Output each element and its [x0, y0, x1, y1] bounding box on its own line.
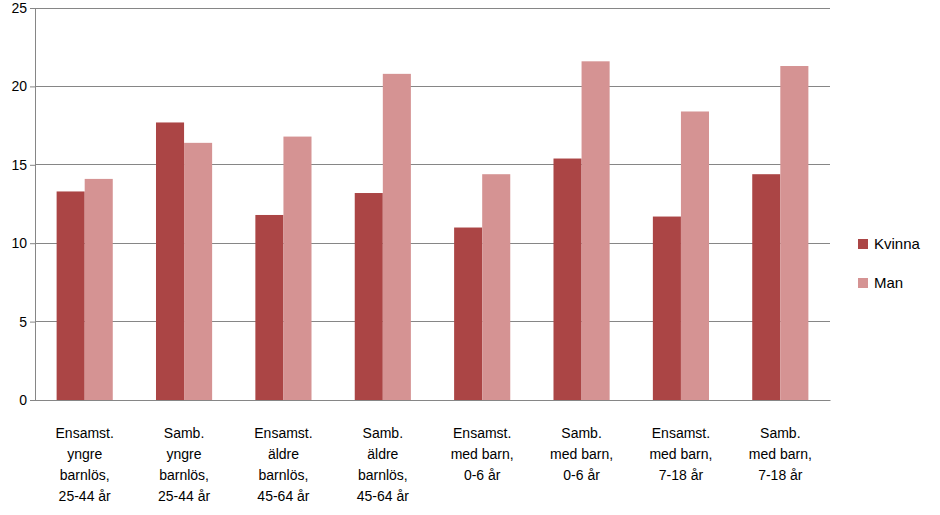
bar [653, 217, 681, 400]
tick-label: Samb. med barn, 7-18 år [749, 425, 812, 483]
legend-label: Man [874, 274, 903, 291]
bar [681, 111, 709, 400]
tick-label-line: med barn, [451, 446, 514, 462]
bar [156, 122, 184, 400]
tick: 20 [11, 78, 35, 94]
bar [582, 61, 610, 400]
grid [35, 8, 830, 400]
chart: 0510152025Ensamst.yngrebarnlös,25-44 årS… [0, 0, 940, 515]
tick-label: 15 [11, 157, 27, 173]
tick: Ensamst. äldre barnlös, 45-64 år [254, 400, 312, 504]
tick: 25 [11, 0, 35, 16]
legend-label: Kvinna [874, 235, 921, 252]
tick-label-line: äldre [367, 446, 398, 462]
tick-label-line: 0-6 år [464, 467, 501, 483]
tick-mark [30, 86, 35, 87]
tick-label-line: 0-6 år [563, 467, 600, 483]
tick-label-line: Samb. [363, 425, 403, 441]
tick-label-line: Ensamst. [453, 425, 511, 441]
grid-line [35, 164, 830, 165]
bar [85, 179, 113, 400]
tick: 0 [19, 392, 35, 408]
tick: Ensamst. med barn, 0-6 år [451, 400, 514, 483]
tick: 10 [11, 235, 35, 251]
bar [780, 66, 808, 400]
tick-label-line: barnlös, [358, 467, 408, 483]
axis-line [35, 9, 36, 401]
tick: Samb. med barn, 7-18 år [749, 400, 812, 483]
tick-label-line: barnlös, [259, 467, 309, 483]
tick-label-line: 7-18 år [659, 467, 704, 483]
tick-label-line: äldre [268, 446, 299, 462]
tick-label-line: Ensamst. [254, 425, 312, 441]
tick: Ensamst. yngre barnlös, 25-44 år [56, 400, 114, 504]
tick-label: 10 [11, 235, 27, 251]
tick-label: Samb. yngre barnlös, 25-44 år [158, 425, 210, 504]
tick: Samb. med barn, 0-6 år [550, 400, 613, 483]
x-axis: Ensamst. yngre barnlös, 25-44 år Samb. yngre b… [36, 400, 831, 504]
tick-label-line: 25-44 år [158, 488, 210, 504]
tick: 5 [19, 314, 35, 330]
grid-line [35, 243, 830, 244]
grid-line [35, 8, 830, 9]
tick-label-line: 45-64 år [257, 488, 309, 504]
bar [255, 215, 283, 400]
tick-label: 5 [19, 314, 27, 330]
tick-label: Samb. äldre barnlös, 45-64 år [357, 425, 409, 504]
axis-line [36, 400, 831, 401]
tick: Ensamst. med barn, 7-18 år [649, 400, 712, 483]
tick-label-line: 25-44 år [59, 488, 111, 504]
tick: Samb. äldre barnlös, 45-64 år [357, 400, 409, 504]
tick-label-line: med barn, [649, 446, 712, 462]
legend: Kvinna Man [858, 235, 921, 291]
tick-label: Ensamst. med barn, 7-18 år [649, 425, 712, 483]
tick-label-line: 7-18 år [758, 467, 803, 483]
tick: 15 [11, 157, 35, 173]
tick-mark [30, 8, 35, 9]
tick-label-line: yngre [167, 446, 202, 462]
tick-label-line: Ensamst. [56, 425, 114, 441]
y-axis: 0 5 10 15 20 25 [11, 0, 35, 408]
tick-label-line: med barn, [550, 446, 613, 462]
bar-series [57, 122, 781, 400]
bar [355, 193, 383, 400]
tick-label: 25 [11, 0, 27, 16]
tick-label-line: Samb. [164, 425, 204, 441]
bars [57, 61, 809, 400]
bar [454, 228, 482, 400]
grid-line [35, 400, 830, 401]
grid-line [35, 321, 830, 322]
tick-label-line: Samb. [561, 425, 601, 441]
tick-mark [30, 165, 35, 166]
tick: Samb. yngre barnlös, 25-44 år [158, 400, 210, 504]
legend-swatch [858, 278, 868, 288]
tick-label: Ensamst. yngre barnlös, 25-44 år [56, 425, 114, 504]
tick-mark [30, 243, 35, 244]
tick-mark [30, 322, 35, 323]
tick-label-line: barnlös, [159, 467, 209, 483]
tick-label: Ensamst. med barn, 0-6 år [451, 425, 514, 483]
bar [383, 74, 411, 400]
tick-label-line: Samb. [760, 425, 800, 441]
grid-line [35, 86, 830, 87]
bar [752, 174, 780, 400]
bar [57, 191, 85, 400]
tick-label-line: 45-64 år [357, 488, 409, 504]
tick-label: Ensamst. äldre barnlös, 45-64 år [254, 425, 312, 504]
tick-label: 0 [19, 392, 27, 408]
tick-label: Samb. med barn, 0-6 år [550, 425, 613, 483]
tick-label-line: med barn, [749, 446, 812, 462]
tick-label: 20 [11, 78, 27, 94]
bar-series [85, 61, 809, 400]
tick-label-line: Ensamst. [652, 425, 710, 441]
tick-mark [30, 400, 35, 401]
legend-swatch [858, 239, 868, 249]
tick-label-line: yngre [67, 446, 102, 462]
tick-label-line: barnlös, [60, 467, 110, 483]
bar [482, 174, 510, 400]
bar [184, 143, 212, 400]
bar [553, 159, 581, 400]
bar [283, 137, 311, 400]
